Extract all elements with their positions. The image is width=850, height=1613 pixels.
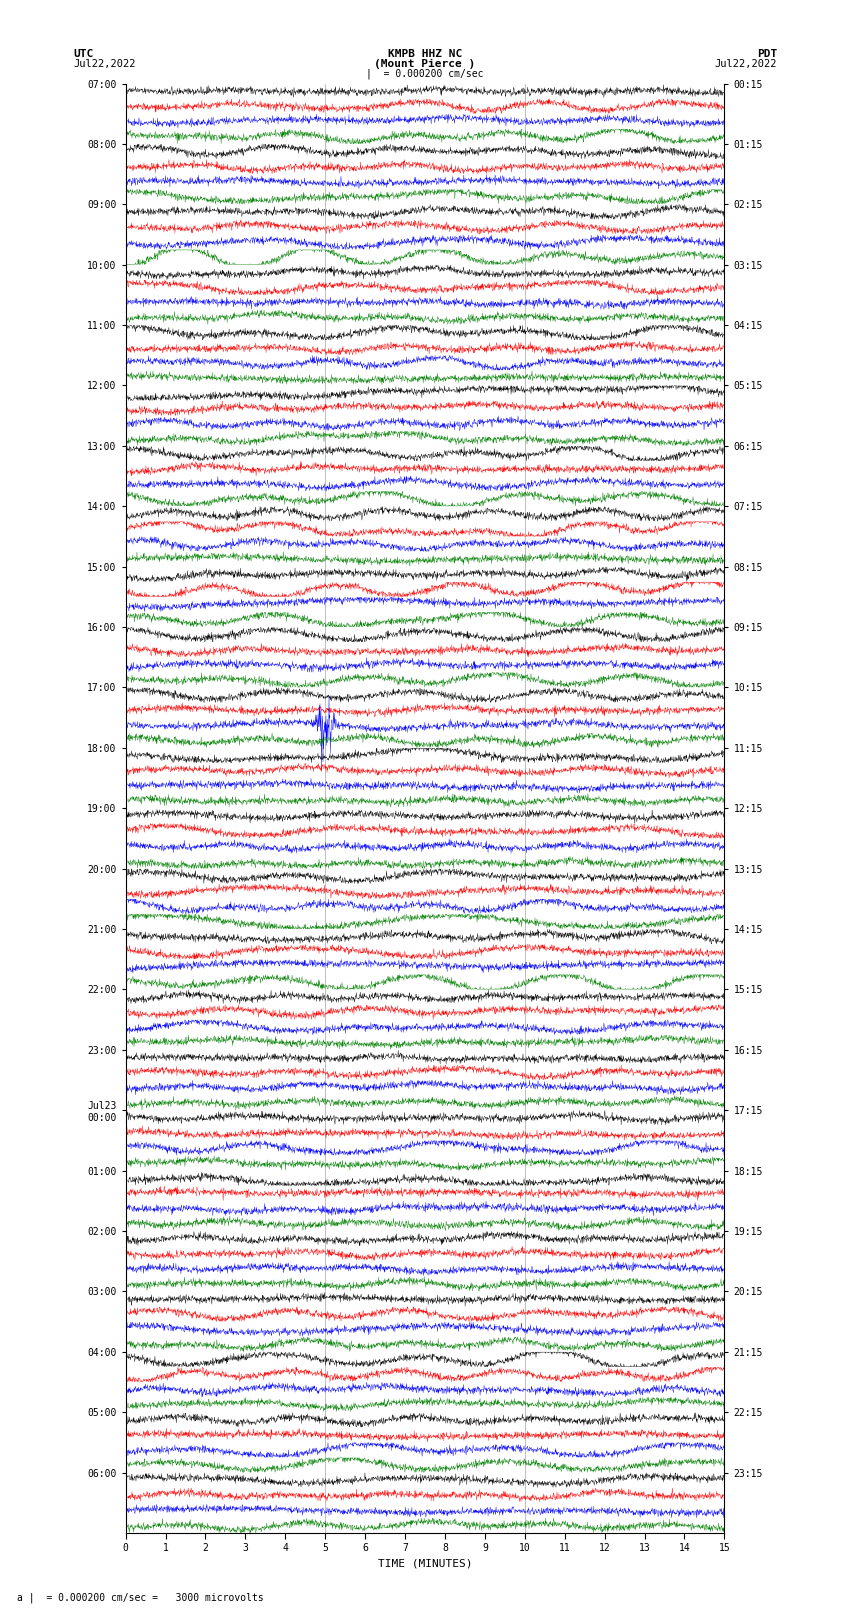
- Text: (Mount Pierce ): (Mount Pierce ): [374, 60, 476, 69]
- Text: Jul22,2022: Jul22,2022: [714, 60, 777, 69]
- X-axis label: TIME (MINUTES): TIME (MINUTES): [377, 1560, 473, 1569]
- Text: a |  = 0.000200 cm/sec =   3000 microvolts: a | = 0.000200 cm/sec = 3000 microvolts: [17, 1592, 264, 1603]
- Text: KMPB HHZ NC: KMPB HHZ NC: [388, 48, 462, 58]
- Text: |  = 0.000200 cm/sec: | = 0.000200 cm/sec: [366, 68, 484, 79]
- Text: UTC: UTC: [73, 48, 94, 58]
- Text: Jul22,2022: Jul22,2022: [73, 60, 136, 69]
- Text: PDT: PDT: [756, 48, 777, 58]
